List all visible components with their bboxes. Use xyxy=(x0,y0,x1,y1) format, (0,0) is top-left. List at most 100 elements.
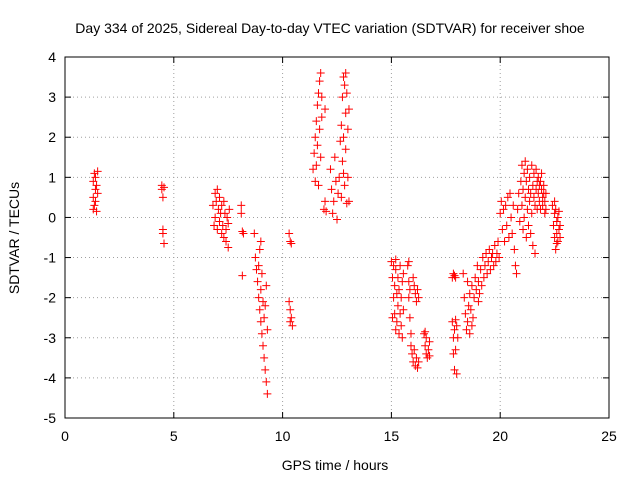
data-point xyxy=(390,281,399,290)
data-point xyxy=(213,225,222,234)
data-point xyxy=(508,229,517,238)
data-point xyxy=(263,389,272,398)
y-tick-label: 0 xyxy=(48,209,56,225)
data-point xyxy=(393,273,402,282)
data-point xyxy=(501,201,510,210)
data-point xyxy=(93,189,102,198)
data-point xyxy=(90,201,99,210)
data-point xyxy=(491,257,500,266)
data-point xyxy=(254,261,263,270)
data-points xyxy=(89,69,565,398)
data-point xyxy=(526,229,535,238)
data-point xyxy=(472,285,481,294)
data-point xyxy=(287,313,296,322)
data-point xyxy=(91,185,100,194)
data-point xyxy=(326,165,335,174)
data-point xyxy=(286,317,295,326)
data-point xyxy=(321,105,330,114)
data-point xyxy=(285,229,294,238)
data-point xyxy=(554,225,563,234)
data-point xyxy=(339,73,348,82)
data-point xyxy=(450,365,459,374)
data-point xyxy=(484,257,493,266)
data-point xyxy=(337,193,346,202)
data-point xyxy=(424,345,433,354)
data-point xyxy=(89,193,98,202)
data-point xyxy=(524,185,533,194)
data-point xyxy=(344,197,353,206)
data-point xyxy=(160,239,169,248)
data-point xyxy=(466,305,475,314)
data-point xyxy=(313,101,322,110)
y-tick-label: 2 xyxy=(48,129,56,145)
data-point xyxy=(408,349,417,358)
data-point xyxy=(392,289,401,298)
data-point xyxy=(208,201,217,210)
data-point xyxy=(223,213,232,222)
data-point xyxy=(548,201,557,210)
x-tick-label: 15 xyxy=(384,428,400,444)
data-point xyxy=(335,173,344,182)
data-point xyxy=(285,297,294,306)
data-point xyxy=(260,353,269,362)
data-point xyxy=(158,229,167,238)
data-point xyxy=(339,169,348,178)
data-point xyxy=(450,271,459,280)
data-point xyxy=(556,221,565,230)
data-point xyxy=(462,325,471,334)
y-tick-label: -4 xyxy=(44,370,57,386)
y-axis-ticks: -5 -4 -3 -2 -1 0 1 2 3 4 xyxy=(44,49,609,426)
data-point xyxy=(470,293,479,302)
data-point xyxy=(420,329,429,338)
data-point xyxy=(480,261,489,270)
data-point xyxy=(254,293,263,302)
data-point xyxy=(395,285,404,294)
data-point xyxy=(288,321,297,330)
data-point xyxy=(537,185,546,194)
y-axis-label: SDTVAR / TECUs xyxy=(6,182,22,294)
data-point xyxy=(259,297,268,306)
data-point xyxy=(286,237,295,246)
data-point xyxy=(262,281,271,290)
data-point xyxy=(414,293,423,302)
data-point xyxy=(212,197,221,206)
data-point xyxy=(522,233,531,242)
data-point xyxy=(551,245,560,254)
data-point xyxy=(507,213,516,222)
data-point xyxy=(317,113,326,122)
data-point xyxy=(541,205,550,214)
data-point xyxy=(476,265,485,274)
data-point xyxy=(329,197,338,206)
x-tick-label: 0 xyxy=(61,428,69,444)
data-point xyxy=(256,317,265,326)
data-point xyxy=(338,93,347,102)
data-point xyxy=(521,157,530,166)
data-point xyxy=(522,177,531,186)
data-point xyxy=(422,349,431,358)
data-point xyxy=(237,201,246,210)
data-point xyxy=(219,197,228,206)
data-point xyxy=(399,269,408,278)
y-tick-label: 4 xyxy=(48,49,56,65)
data-point xyxy=(225,205,234,214)
data-point xyxy=(287,239,296,248)
data-point xyxy=(474,297,483,306)
data-point xyxy=(510,245,519,254)
data-point xyxy=(316,153,325,162)
data-point xyxy=(531,249,540,258)
data-point xyxy=(474,277,483,286)
data-point xyxy=(534,173,543,182)
data-point xyxy=(316,69,325,78)
data-point xyxy=(257,329,266,338)
data-point xyxy=(527,209,536,218)
data-point xyxy=(451,315,460,324)
data-point xyxy=(459,269,468,278)
data-point xyxy=(452,321,461,330)
data-point xyxy=(410,281,419,290)
data-point xyxy=(252,265,261,274)
data-point xyxy=(406,329,415,338)
data-point xyxy=(550,209,559,218)
data-point xyxy=(483,269,492,278)
data-point xyxy=(517,201,526,210)
